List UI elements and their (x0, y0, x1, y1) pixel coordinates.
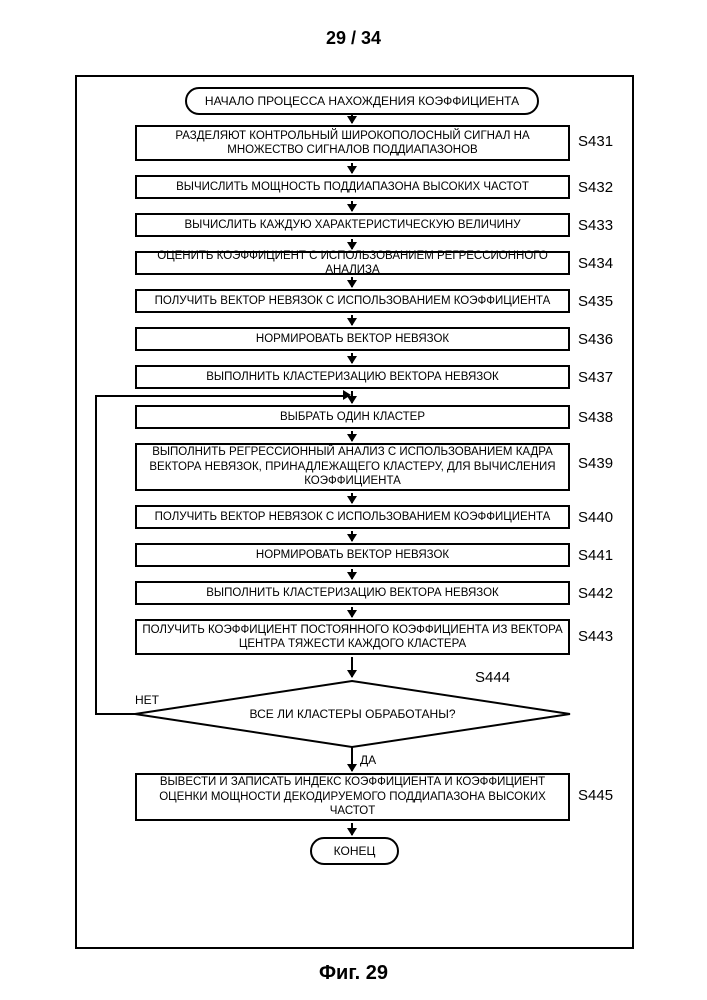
arrow-icon (351, 657, 353, 677)
step-label-s439: S439 (578, 455, 613, 472)
step-s445: ВЫВЕСТИ И ЗАПИСАТЬ ИНДЕКС КОЭФФИЦИЕНТА И… (135, 773, 570, 821)
step-s440: ПОЛУЧИТЬ ВЕКТОР НЕВЯЗОК С ИСПОЛЬЗОВАНИЕМ… (135, 505, 570, 529)
step-label-s441: S441 (578, 547, 613, 564)
arrow-icon (351, 353, 353, 363)
step-label-s435: S435 (578, 293, 613, 310)
arrow-icon (351, 315, 353, 325)
step-s433: ВЫЧИСЛИТЬ КАЖДУЮ ХАРАКТЕРИСТИЧЕСКУЮ ВЕЛИ… (135, 213, 570, 237)
terminal-start: НАЧАЛО ПРОЦЕССА НАХОЖДЕНИЯ КОЭФФИЦИЕНТА (185, 87, 539, 115)
flow-line (95, 395, 97, 715)
flow-line (95, 713, 135, 715)
step-s442: ВЫПОЛНИТЬ КЛАСТЕРИЗАЦИЮ ВЕКТОРА НЕВЯЗОК (135, 581, 570, 605)
step-s441: НОРМИРОВАТЬ ВЕКТОР НЕВЯЗОК (135, 543, 570, 567)
step-text: НОРМИРОВАТЬ ВЕКТОР НЕВЯЗОК (256, 548, 449, 562)
flow-line (95, 395, 343, 397)
terminal-end-text: КОНЕЦ (334, 844, 376, 858)
step-label-s432: S432 (578, 179, 613, 196)
arrow-icon (351, 113, 353, 123)
arrow-icon (351, 569, 353, 579)
step-label-s433: S433 (578, 217, 613, 234)
arrow-icon (351, 239, 353, 249)
step-s434: ОЦЕНИТЬ КОЭФФИЦИЕНТ С ИСПОЛЬЗОВАНИЕМ РЕГ… (135, 251, 570, 275)
terminal-start-text: НАЧАЛО ПРОЦЕССА НАХОЖДЕНИЯ КОЭФФИЦИЕНТА (205, 94, 519, 108)
step-label-s438: S438 (578, 409, 613, 426)
step-label-s437: S437 (578, 369, 613, 386)
arrow-icon (351, 747, 353, 771)
no-label: НЕТ (135, 693, 159, 707)
arrow-icon (351, 823, 353, 835)
decision-s444-text: ВСЕ ЛИ КЛАСТЕРЫ ОБРАБОТАНЫ? (245, 707, 460, 721)
step-s432: ВЫЧИСЛИТЬ МОЩНОСТЬ ПОДДИАПАЗОНА ВЫСОКИХ … (135, 175, 570, 199)
step-text: ПОЛУЧИТЬ ВЕКТОР НЕВЯЗОК С ИСПОЛЬЗОВАНИЕМ… (155, 510, 551, 524)
page: 29 / 34 НАЧАЛО ПРОЦЕССА НАХОЖДЕНИЯ КОЭФФ… (0, 0, 707, 1000)
yes-label: ДА (360, 753, 376, 767)
step-text: ВЫЧИСЛИТЬ МОЩНОСТЬ ПОДДИАПАЗОНА ВЫСОКИХ … (176, 180, 529, 194)
arrow-icon (351, 531, 353, 541)
step-s436: НОРМИРОВАТЬ ВЕКТОР НЕВЯЗОК (135, 327, 570, 351)
step-s437: ВЫПОЛНИТЬ КЛАСТЕРИЗАЦИЮ ВЕКТОРА НЕВЯЗОК (135, 365, 570, 389)
arrow-icon (351, 431, 353, 441)
page-number: 29 / 34 (0, 28, 707, 49)
step-label-s443: S443 (578, 628, 613, 645)
step-text: ВЫПОЛНИТЬ РЕГРЕССИОННЫЙ АНАЛИЗ С ИСПОЛЬЗ… (141, 445, 564, 488)
arrow-icon (351, 201, 353, 211)
arrow-icon (351, 493, 353, 503)
terminal-end: КОНЕЦ (310, 837, 399, 865)
arrow-icon (351, 391, 353, 403)
step-s435: ПОЛУЧИТЬ ВЕКТОР НЕВЯЗОК С ИСПОЛЬЗОВАНИЕМ… (135, 289, 570, 313)
step-text: ОЦЕНИТЬ КОЭФФИЦИЕНТ С ИСПОЛЬЗОВАНИЕМ РЕГ… (141, 249, 564, 278)
step-text: НОРМИРОВАТЬ ВЕКТОР НЕВЯЗОК (256, 332, 449, 346)
step-s443: ПОЛУЧИТЬ КОЭФФИЦИЕНТ ПОСТОЯННОГО КОЭФФИЦ… (135, 619, 570, 655)
step-s431: РАЗДЕЛЯЮТ КОНТРОЛЬНЫЙ ШИРОКОПОЛОСНЫЙ СИГ… (135, 125, 570, 161)
step-text: ВЫПОЛНИТЬ КЛАСТЕРИЗАЦИЮ ВЕКТОРА НЕВЯЗОК (206, 586, 499, 600)
step-text: ВЫПОЛНИТЬ КЛАСТЕРИЗАЦИЮ ВЕКТОРА НЕВЯЗОК (206, 370, 499, 384)
step-label-s440: S440 (578, 509, 613, 526)
step-text: РАЗДЕЛЯЮТ КОНТРОЛЬНЫЙ ШИРОКОПОЛОСНЫЙ СИГ… (141, 129, 564, 158)
step-label-s434: S434 (578, 255, 613, 272)
step-text: ПОЛУЧИТЬ ВЕКТОР НЕВЯЗОК С ИСПОЛЬЗОВАНИЕМ… (155, 294, 551, 308)
step-text: ПОЛУЧИТЬ КОЭФФИЦИЕНТ ПОСТОЯННОГО КОЭФФИЦ… (141, 623, 564, 652)
step-label-s436: S436 (578, 331, 613, 348)
figure-label: Фиг. 29 (0, 962, 707, 985)
arrow-icon (351, 607, 353, 617)
step-s439: ВЫПОЛНИТЬ РЕГРЕССИОННЫЙ АНАЛИЗ С ИСПОЛЬЗ… (135, 443, 570, 491)
arrow-icon (351, 163, 353, 173)
step-label-s445: S445 (578, 787, 613, 804)
arrowhead-right-icon (343, 390, 351, 400)
step-label-s444: S444 (475, 669, 510, 686)
step-text: ВЫВЕСТИ И ЗАПИСАТЬ ИНДЕКС КОЭФФИЦИЕНТА И… (141, 775, 564, 818)
step-label-s431: S431 (578, 133, 613, 150)
step-text: ВЫЧИСЛИТЬ КАЖДУЮ ХАРАКТЕРИСТИЧЕСКУЮ ВЕЛИ… (184, 218, 520, 232)
step-label-s442: S442 (578, 585, 613, 602)
step-text: ВЫБРАТЬ ОДИН КЛАСТЕР (280, 410, 425, 424)
step-s438: ВЫБРАТЬ ОДИН КЛАСТЕР (135, 405, 570, 429)
arrow-icon (351, 277, 353, 287)
